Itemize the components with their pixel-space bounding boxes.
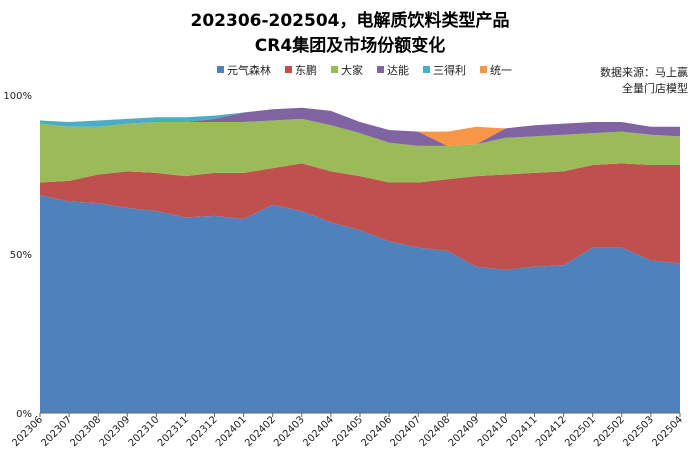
x-tick-label-10: 202404 bbox=[301, 414, 336, 449]
legend-swatch-0 bbox=[217, 66, 224, 73]
legend-label-2: 大家 bbox=[341, 63, 363, 77]
legend-label-1: 东鹏 bbox=[295, 64, 317, 77]
x-tick-label-6: 202312 bbox=[185, 414, 220, 449]
x-tick-label-22: 202504 bbox=[650, 414, 685, 449]
x-tick-label-19: 202501 bbox=[563, 414, 598, 449]
x-tick-label-17: 202411 bbox=[505, 414, 540, 449]
y-tick-label-0: 0% bbox=[16, 409, 32, 420]
area-series-3 bbox=[40, 107, 680, 146]
area-series-1 bbox=[40, 163, 680, 270]
x-tick-label-4: 202310 bbox=[127, 414, 162, 449]
legend-swatch-3 bbox=[377, 66, 384, 73]
x-tick-label-8: 202402 bbox=[243, 414, 278, 449]
area-series-2 bbox=[40, 118, 680, 183]
legend: 元气森林 东鹏 大家 达能 三得利 统一 bbox=[217, 63, 512, 77]
source-line2: 全量门店模型 bbox=[622, 81, 688, 95]
x-tick-label-16: 202410 bbox=[476, 414, 511, 449]
legend-swatch-2 bbox=[331, 66, 338, 73]
y-tick-label-1: 50% bbox=[10, 250, 32, 261]
area-series-group bbox=[40, 107, 680, 413]
y-tick-label-2: 100% bbox=[3, 91, 32, 102]
x-tick-label-12: 202406 bbox=[359, 414, 394, 449]
legend-swatch-4 bbox=[423, 66, 430, 73]
area-series-4 bbox=[40, 107, 680, 146]
x-tick-label-9: 202403 bbox=[272, 414, 307, 449]
x-tick-label-20: 202502 bbox=[592, 414, 627, 449]
x-tick-label-3: 202309 bbox=[98, 414, 133, 449]
x-tick-label-7: 202401 bbox=[214, 414, 249, 449]
x-tick-label-11: 202405 bbox=[330, 414, 365, 449]
x-tick-label-14: 202408 bbox=[418, 414, 453, 449]
area-series-0 bbox=[40, 195, 680, 413]
legend-label-5: 统一 bbox=[490, 64, 512, 77]
chart-title-line2: CR4集团及市场份额变化 bbox=[255, 35, 445, 56]
legend-label-3: 达能 bbox=[387, 63, 409, 77]
x-tick-label-1: 202307 bbox=[39, 414, 74, 449]
chart-title-line1: 202306-202504，电解质饮料类型产品 bbox=[191, 10, 510, 31]
legend-label-0: 元气森林 bbox=[227, 63, 271, 77]
legend-swatch-1 bbox=[285, 66, 292, 73]
x-tick-label-15: 202409 bbox=[447, 414, 482, 449]
x-tick-label-5: 202311 bbox=[156, 414, 191, 449]
x-tick-label-2: 202308 bbox=[69, 414, 104, 449]
x-tick-label-18: 202412 bbox=[534, 414, 569, 449]
x-tick-label-21: 202503 bbox=[621, 414, 656, 449]
y-axis: 0% 50% 100% bbox=[3, 91, 32, 420]
x-tick-label-13: 202407 bbox=[389, 414, 424, 449]
x-axis: 2023062023072023082023092023102023112023… bbox=[10, 413, 685, 449]
legend-label-4: 三得利 bbox=[433, 64, 466, 77]
legend-swatch-5 bbox=[480, 66, 487, 73]
source-line1: 数据来源：马上赢 bbox=[600, 65, 688, 79]
